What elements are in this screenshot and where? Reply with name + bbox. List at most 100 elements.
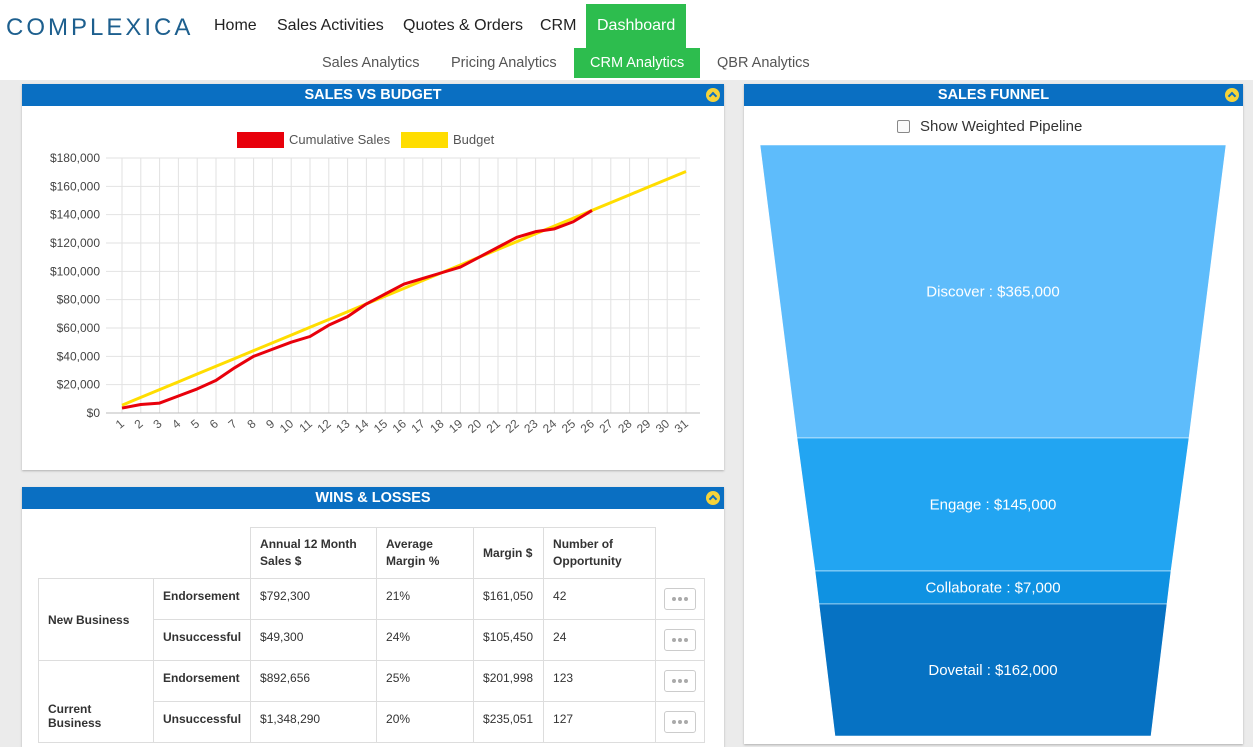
collapse-button[interactable]: [1225, 88, 1239, 102]
action-cell: [655, 578, 706, 620]
dot: [672, 720, 677, 724]
x-tick-label: 12: [314, 416, 333, 436]
table-cell: $892,656: [250, 660, 378, 702]
x-tick-label: 20: [465, 416, 484, 436]
collapse-button[interactable]: [706, 88, 720, 102]
legend-label: Cumulative Sales: [289, 132, 391, 147]
dot: [672, 679, 677, 683]
nav-item[interactable]: Home: [214, 17, 257, 34]
sales-vs-budget-panel: SALES VS BUDGET $0 $20,000 $40,000 $60,000 $…: [22, 84, 724, 470]
table-cell: $161,050: [473, 578, 545, 620]
table-cell: $1,348,290: [250, 701, 378, 743]
nav-item[interactable]: Dashboard: [586, 4, 687, 48]
x-tick-label: 30: [653, 416, 672, 436]
subnav-item[interactable]: Sales Analytics: [322, 55, 420, 71]
table-cell: 24: [543, 619, 657, 661]
dot: [678, 720, 683, 724]
group-label: New Business: [38, 578, 154, 661]
legend-swatch: [237, 132, 284, 148]
x-tick-label: 3: [150, 416, 164, 431]
nav-item[interactable]: CRM: [540, 17, 577, 34]
x-tick-label: 18: [427, 416, 446, 436]
y-tick-label: $160,000: [50, 179, 100, 193]
table-cell: $792,300: [250, 578, 378, 620]
checkbox-label: Show Weighted Pipeline: [920, 118, 1083, 135]
more-button[interactable]: [664, 711, 697, 733]
x-tick-label: 27: [596, 416, 615, 436]
panel-header: SALES VS BUDGET: [22, 84, 724, 106]
nav-item[interactable]: Sales Activities: [277, 17, 384, 34]
checkbox[interactable]: [897, 120, 910, 133]
y-tick-label: $120,000: [50, 236, 100, 250]
y-tick-label: $40,000: [57, 349, 101, 363]
table-row: Unsuccessful $49,300 24% $105,450 24: [39, 619, 706, 661]
x-tick-label: 14: [352, 416, 371, 436]
row-label: Endorsement: [152, 578, 252, 620]
x-tick-label: 24: [540, 416, 559, 436]
table-cell: 123: [543, 660, 657, 702]
more-button[interactable]: [664, 629, 697, 651]
stage-label: Dovetail : $162,000: [928, 662, 1057, 679]
panel-title: SALES FUNNEL: [937, 87, 1050, 103]
legend-swatch: [401, 132, 448, 148]
table-cell: $49,300: [250, 619, 378, 661]
x-tick-label: 26: [578, 416, 597, 436]
collapse-button[interactable]: [706, 491, 720, 505]
y-tick-label: $20,000: [57, 378, 101, 392]
more-button[interactable]: [664, 670, 697, 692]
header-row: Annual 12 Month Sales $ Average Margin % M…: [39, 527, 705, 579]
y-tick-label: $0: [87, 406, 101, 420]
more-button[interactable]: [664, 588, 697, 610]
logo[interactable]: COMPLEXICA: [6, 14, 194, 41]
y-tick-label: $100,000: [50, 264, 100, 278]
row-label: Unsuccessful: [152, 619, 252, 661]
table-cell: $201,998: [473, 660, 545, 702]
x-tick-label: 21: [484, 416, 503, 436]
x-tick-label: 23: [521, 416, 540, 436]
x-tick-label: 22: [502, 416, 521, 436]
table-cell: $235,051: [473, 701, 545, 743]
table-row: Current Business Endorsement $892,656 25% $2…: [38, 660, 706, 743]
wins-losses-panel: WINS & LOSSES Annual 12 Month Sales $ Ave…: [22, 487, 724, 747]
x-tick-label: 10: [277, 416, 296, 436]
y-tick-label: $80,000: [57, 293, 101, 307]
x-tick-label: 4: [169, 416, 183, 431]
column-header: Annual 12 Month Sales $: [250, 527, 378, 579]
x-tick-label: 25: [559, 416, 578, 436]
table-cell: 42: [543, 578, 657, 620]
column-header: Number of Opportunity: [543, 527, 657, 579]
x-tick-label: 17: [408, 416, 427, 436]
x-tick-label: 9: [263, 416, 277, 431]
series-line: [121, 209, 593, 410]
dot: [678, 597, 683, 601]
y-tick-label: $180,000: [50, 151, 100, 165]
table-row: New Business Endorsement $792,300 21% $161,0…: [38, 578, 706, 661]
x-tick-label: 7: [226, 416, 240, 431]
blank-cell: [656, 528, 705, 579]
dot: [672, 638, 677, 642]
x-tick-label: 5: [188, 416, 202, 431]
table-cell: 127: [543, 701, 657, 743]
subnav-item[interactable]: Pricing Analytics: [451, 55, 557, 71]
x-tick-label: 29: [634, 416, 653, 436]
subnav-item[interactable]: CRM Analytics: [574, 48, 701, 78]
nav-item[interactable]: Quotes & Orders: [403, 17, 524, 34]
dot: [684, 679, 689, 683]
dot: [678, 638, 683, 642]
action-cell: [655, 619, 706, 661]
x-tick-label: 19: [446, 416, 465, 436]
table-cell: 24%: [376, 619, 475, 661]
panel-title: WINS & LOSSES: [315, 490, 431, 506]
subnav-item[interactable]: QBR Analytics: [717, 55, 810, 71]
x-tick-label: 15: [371, 416, 390, 436]
action-cell: [655, 660, 706, 702]
y-tick-label: $60,000: [57, 321, 101, 335]
funnel: Discover : $365,000 Engage : $145,000 Coll…: [759, 144, 1227, 736]
x-tick-label: 1: [113, 416, 127, 431]
table-cell: 25%: [376, 660, 475, 702]
x-tick-label: 11: [296, 416, 315, 435]
weighted-toggle[interactable]: Show Weighted Pipeline: [897, 118, 1082, 135]
x-tick-label: 6: [207, 416, 221, 431]
x-tick-label: 16: [390, 416, 409, 436]
